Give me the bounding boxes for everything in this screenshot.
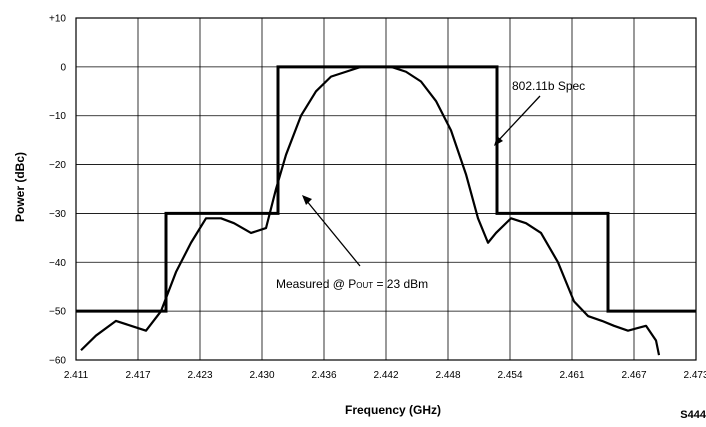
y-tick-label: −30 xyxy=(49,209,66,220)
x-tick-label: 2.461 xyxy=(559,370,584,381)
measured-arrowhead xyxy=(302,195,312,205)
x-tick-label: 2.417 xyxy=(125,370,150,381)
x-axis-title: Frequency (GHz) xyxy=(345,403,441,417)
y-tick-label: −50 xyxy=(49,307,66,318)
series-measured xyxy=(80,65,661,356)
x-tick-label: 2.442 xyxy=(373,370,398,381)
x-tick-label: 2.467 xyxy=(621,370,646,381)
figure-id-label: S444 xyxy=(680,409,706,421)
series-group xyxy=(76,65,696,356)
y-tick-label: −10 xyxy=(49,111,66,122)
measured-annotation-label: Measured @ POUT = 23 dBm xyxy=(276,277,428,291)
grid xyxy=(75,17,697,361)
y-tick-label: −20 xyxy=(49,160,66,171)
annotations: 802.11b Spec Measured @ POUT = 23 dBm xyxy=(276,79,585,291)
y-tick-label: −60 xyxy=(49,356,66,367)
y-axis-title: Power (dBc) xyxy=(13,152,27,222)
y-tick-labels: +10 0 −10 −20 −30 −40 −50 −60 xyxy=(49,14,66,367)
measured-arrow xyxy=(305,199,361,267)
x-tick-label: 2.454 xyxy=(497,370,522,381)
x-tick-label: 2.436 xyxy=(311,370,336,381)
x-tick-label: 2.448 xyxy=(435,370,460,381)
x-tick-label: 2.423 xyxy=(187,370,212,381)
x-tick-label: 2.473 xyxy=(683,370,706,381)
x-tick-labels: 2.411 2.417 2.423 2.430 2.436 2.442 2.448 2.454… xyxy=(64,370,706,381)
spec-arrow xyxy=(496,95,541,143)
plot-frame xyxy=(75,17,697,361)
spec-annotation-label: 802.11b Spec xyxy=(512,79,585,93)
spec-arrowhead xyxy=(494,136,503,146)
y-tick-label: 0 xyxy=(60,62,66,73)
x-tick-label: 2.430 xyxy=(249,370,274,381)
y-tick-label: +10 xyxy=(49,14,66,25)
x-tick-label: 2.411 xyxy=(64,370,89,381)
y-tick-label: −40 xyxy=(49,258,66,269)
